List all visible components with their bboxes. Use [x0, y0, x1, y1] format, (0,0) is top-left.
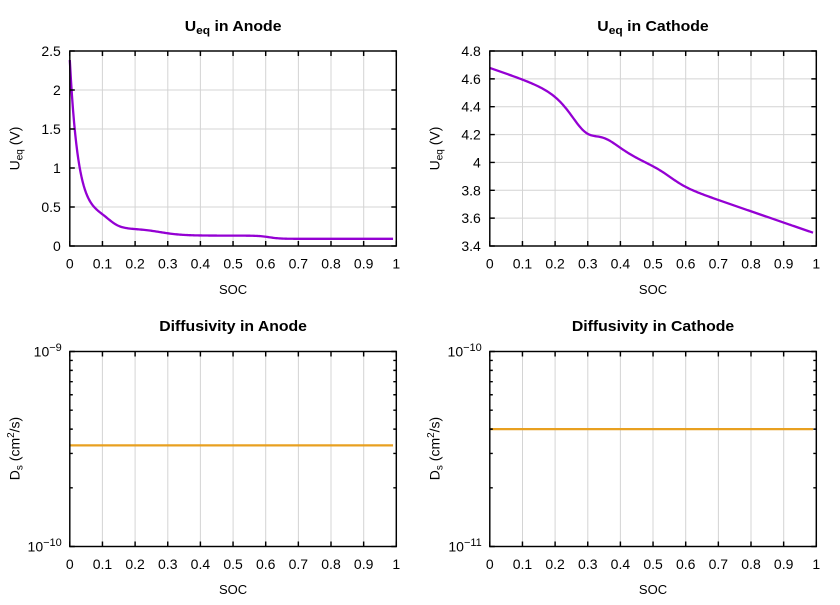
svg-text:0.5: 0.5: [643, 556, 663, 572]
svg-text:Diffusivity in Anode: Diffusivity in Anode: [159, 319, 307, 335]
svg-text:2: 2: [53, 82, 61, 98]
svg-text:2.5: 2.5: [41, 43, 61, 59]
svg-text:0.4: 0.4: [611, 556, 631, 572]
svg-text:0: 0: [66, 255, 74, 271]
svg-text:0.4: 0.4: [191, 255, 211, 271]
svg-text:0.6: 0.6: [676, 556, 696, 572]
svg-text:0.5: 0.5: [41, 199, 61, 215]
svg-text:0.2: 0.2: [545, 255, 565, 271]
svg-text:3.4: 3.4: [461, 238, 481, 254]
svg-text:1: 1: [812, 556, 820, 572]
svg-text:4.2: 4.2: [461, 127, 481, 143]
svg-text:0: 0: [66, 556, 74, 572]
svg-text:SOC: SOC: [639, 282, 667, 297]
svg-text:0.2: 0.2: [545, 556, 565, 572]
svg-text:Ueq in Cathode: Ueq in Cathode: [597, 19, 708, 37]
svg-text:0.3: 0.3: [578, 255, 598, 271]
svg-text:0: 0: [53, 238, 61, 254]
svg-text:Ueq (V): Ueq (V): [427, 127, 446, 171]
svg-text:4.4: 4.4: [461, 99, 481, 115]
svg-text:Diffusivity in Cathode: Diffusivity in Cathode: [572, 319, 734, 335]
svg-text:0.9: 0.9: [354, 556, 374, 572]
svg-text:0.1: 0.1: [93, 255, 113, 271]
svg-text:0.7: 0.7: [289, 556, 309, 572]
svg-text:SOC: SOC: [219, 582, 247, 597]
svg-text:Ds (cm2/s): Ds (cm2/s): [6, 417, 25, 480]
svg-text:1: 1: [53, 160, 61, 176]
svg-text:0.6: 0.6: [256, 556, 276, 572]
svg-text:0.8: 0.8: [321, 556, 341, 572]
svg-text:0.6: 0.6: [676, 255, 696, 271]
svg-text:0.4: 0.4: [611, 255, 631, 271]
svg-text:0.7: 0.7: [709, 556, 729, 572]
svg-text:0.9: 0.9: [354, 255, 374, 271]
svg-text:SOC: SOC: [219, 282, 247, 297]
svg-text:4.6: 4.6: [461, 71, 481, 87]
svg-text:0.3: 0.3: [158, 556, 178, 572]
svg-text:0.4: 0.4: [191, 556, 211, 572]
svg-text:3.8: 3.8: [461, 182, 481, 198]
svg-text:0.1: 0.1: [93, 556, 113, 572]
svg-text:Ds (cm2/s): Ds (cm2/s): [426, 417, 445, 480]
svg-text:0.9: 0.9: [774, 255, 794, 271]
svg-text:0.5: 0.5: [643, 255, 663, 271]
svg-text:4: 4: [473, 154, 481, 170]
svg-text:0.1: 0.1: [513, 556, 533, 572]
svg-text:0.2: 0.2: [125, 556, 145, 572]
svg-text:1: 1: [812, 255, 820, 271]
svg-text:0.8: 0.8: [321, 255, 341, 271]
svg-text:0.6: 0.6: [256, 255, 276, 271]
svg-text:0.8: 0.8: [741, 556, 761, 572]
svg-text:1: 1: [392, 255, 400, 271]
svg-text:4.8: 4.8: [461, 43, 481, 59]
svg-text:0.2: 0.2: [125, 255, 145, 271]
svg-text:0.5: 0.5: [223, 255, 243, 271]
svg-text:0.1: 0.1: [513, 255, 533, 271]
svg-text:0.5: 0.5: [223, 556, 243, 572]
svg-text:0.7: 0.7: [709, 255, 729, 271]
svg-text:0.9: 0.9: [774, 556, 794, 572]
svg-text:0.3: 0.3: [158, 255, 178, 271]
svg-text:0: 0: [486, 556, 494, 572]
svg-text:0: 0: [486, 255, 494, 271]
svg-text:Ueq (V): Ueq (V): [7, 127, 26, 171]
svg-text:SOC: SOC: [639, 582, 667, 597]
svg-text:1: 1: [392, 556, 400, 572]
svg-text:3.6: 3.6: [461, 210, 481, 226]
svg-text:0.8: 0.8: [741, 255, 761, 271]
svg-text:1.5: 1.5: [41, 121, 61, 137]
svg-text:0.7: 0.7: [289, 255, 309, 271]
svg-text:0.3: 0.3: [578, 556, 598, 572]
